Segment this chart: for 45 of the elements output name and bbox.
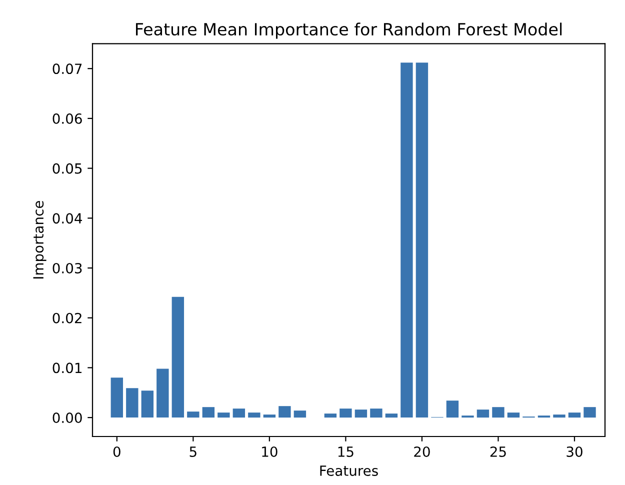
bar: [568, 412, 581, 418]
bar: [400, 62, 413, 418]
x-tick-label: 20: [414, 446, 430, 457]
bar: [340, 408, 352, 418]
y-tick-label: 0.05: [52, 163, 82, 174]
bar: [218, 412, 230, 418]
bar: [584, 407, 596, 418]
bar: [126, 388, 138, 418]
chart-title: Feature Mean Importance for Random Forest Model: [136, 22, 562, 39]
y-tick-label: 0.02: [52, 312, 82, 324]
x-axis-title: Features: [320, 466, 378, 476]
y-axis-title: Importance: [33, 201, 46, 279]
bar: [294, 410, 306, 418]
bar: [187, 412, 200, 418]
bar: [492, 407, 504, 418]
x-tick-label: 30: [566, 446, 582, 457]
bar: [370, 408, 382, 418]
bar: [232, 408, 246, 418]
bar: [416, 62, 428, 418]
bar: [354, 410, 368, 418]
bar: [476, 410, 490, 418]
bar: [141, 390, 154, 418]
bar: [324, 414, 337, 418]
bar: [110, 378, 124, 418]
y-tick-label: 0.07: [52, 64, 82, 74]
bar: [446, 400, 459, 418]
bar: [278, 406, 291, 418]
x-tick-label: 5: [190, 446, 196, 457]
x-tick-label: 10: [262, 446, 278, 457]
bar: [553, 414, 566, 418]
x-tick-label: 0: [113, 446, 120, 457]
y-tick-label: 0.00: [52, 412, 82, 424]
bar: [248, 412, 260, 418]
bar: [156, 368, 169, 418]
y-tick-label: 0.04: [52, 213, 82, 224]
x-tick-label: 15: [338, 446, 354, 457]
bar: [507, 412, 520, 418]
bar: [202, 407, 215, 418]
x-tick-label: 25: [490, 446, 506, 457]
y-tick-label: 0.03: [52, 262, 82, 274]
y-tick-label: 0.06: [52, 113, 82, 124]
bar: [172, 296, 184, 418]
bar: [263, 414, 276, 418]
bar: [385, 414, 398, 418]
y-tick-label: 0.01: [52, 362, 82, 374]
